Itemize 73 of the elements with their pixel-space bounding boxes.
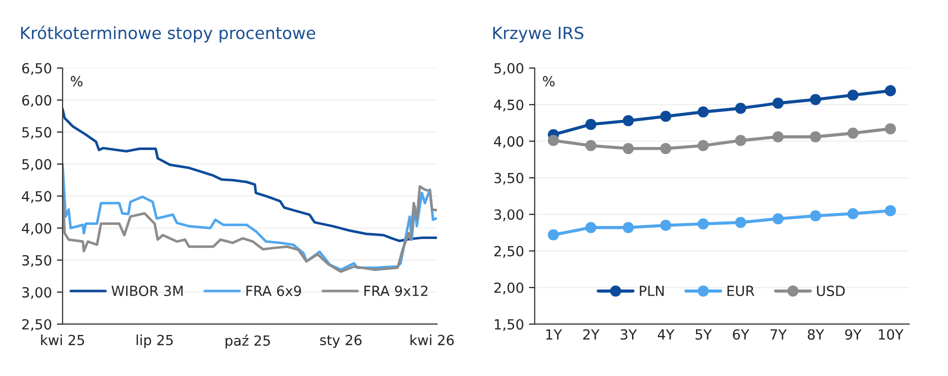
point (660, 110, 672, 122)
point (772, 131, 784, 142)
y-tick-label: 3,00 (22, 287, 52, 299)
legend-label: USD (817, 286, 845, 296)
point (585, 118, 596, 130)
y-tick-label: 2,50 (22, 319, 52, 332)
x-tick-label: paź 25 (226, 334, 270, 349)
point (772, 213, 784, 224)
point (660, 142, 672, 154)
y-tick-label: 5,00 (494, 63, 524, 75)
x-tick-label: 5Y (696, 329, 712, 340)
y-tick-label: 1,50 (494, 319, 524, 332)
chart-title: Krzywe IRS (493, 26, 584, 42)
point (622, 222, 634, 234)
y-tick-label: 6,50 (22, 63, 52, 75)
x-tick-label: 10Y (878, 329, 904, 340)
legend-label: FRA 9x12 (364, 286, 428, 296)
x-tick-label: 8Y (808, 329, 824, 340)
x-tick-label: 9Y (845, 329, 862, 340)
y-tick-label: 5,00 (22, 159, 52, 171)
point (735, 216, 746, 228)
point (884, 205, 896, 216)
y-tick-label: 3,50 (22, 255, 52, 267)
y-tick-label: 4,00 (22, 223, 52, 235)
x-tick-label: 3Y (620, 329, 637, 340)
x-tick-label: sty 26 (320, 334, 362, 348)
x-tick-label: 1Y (546, 329, 562, 340)
point (622, 115, 634, 126)
x-tick-label: 7Y (770, 329, 787, 340)
point (698, 106, 709, 118)
legend-label: WIBOR 3M (112, 286, 183, 296)
point (622, 142, 634, 154)
point (698, 218, 709, 230)
x-tick-label: kwi 25 (41, 334, 84, 346)
point (847, 90, 859, 101)
point (660, 220, 672, 231)
annotation: % (542, 76, 555, 86)
y-tick-label: 3,50 (494, 172, 524, 185)
y-tick-label: 5,50 (22, 127, 52, 139)
y-tick-label: 4,50 (494, 100, 524, 112)
point (698, 140, 709, 152)
x-tick-label: kwi 26 (410, 334, 454, 346)
y-tick-label: 4,50 (22, 191, 52, 203)
annotation: % (70, 76, 82, 86)
point (548, 134, 559, 146)
point (810, 210, 822, 222)
x-tick-label: 6Y (732, 329, 750, 340)
line-series (62, 185, 438, 273)
point (884, 123, 896, 134)
y-tick-label: 4,00 (494, 136, 524, 148)
legend-label: FRA 6x9 (246, 286, 302, 296)
point (585, 222, 596, 234)
point (585, 140, 596, 152)
x-tick-label: 4Y (658, 329, 674, 340)
point (735, 134, 746, 146)
chart-title: Krótkoterminowe stopy procentowe (21, 26, 316, 42)
point (735, 102, 746, 114)
point (810, 131, 822, 142)
point (884, 85, 896, 96)
legend-label: EUR (728, 286, 754, 296)
y-tick-label: 2,50 (494, 246, 524, 258)
point (548, 229, 559, 240)
y-tick-label: 2,00 (494, 282, 524, 294)
legend-label: PLN (640, 286, 664, 296)
point (847, 128, 859, 139)
point (810, 94, 822, 106)
line-series (62, 108, 438, 242)
x-tick-label: lip 25 (136, 334, 173, 348)
x-tick-label: 2Y (583, 329, 600, 340)
point (847, 208, 859, 220)
point (772, 98, 784, 109)
y-tick-label: 3,00 (494, 209, 524, 222)
y-tick-label: 6,00 (22, 95, 52, 107)
